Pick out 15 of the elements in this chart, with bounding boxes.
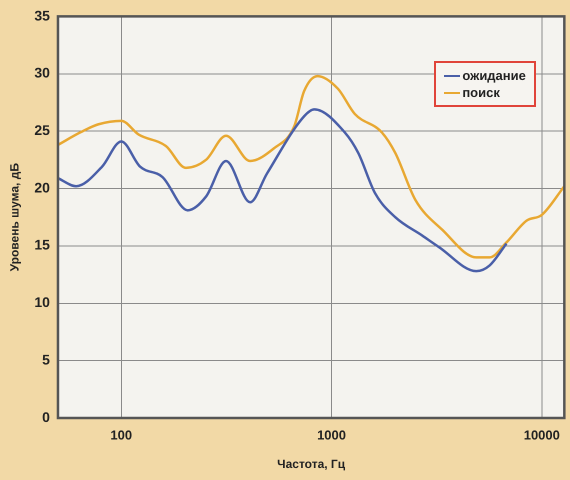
y-axis-title: Уровень шума, дБ: [8, 162, 22, 272]
y-tick-label: 5: [42, 351, 50, 368]
y-tick-label: 35: [34, 7, 50, 24]
y-tick-label: 20: [34, 179, 50, 196]
x-tick-label: 10000: [524, 427, 560, 442]
y-tick-label: 10: [34, 294, 50, 310]
x-tick-label: 100: [110, 427, 132, 442]
y-tick-label: 15: [34, 236, 50, 253]
y-tick-label: 30: [34, 64, 50, 81]
legend-label: поиск: [462, 84, 500, 102]
x-tick-label: 1000: [317, 427, 346, 442]
y-tick-label: 0: [42, 408, 50, 425]
y-tick-label: 25: [34, 122, 50, 138]
legend-label: ожидание: [462, 67, 526, 84]
x-axis-title: Частота, Гц: [277, 457, 346, 472]
